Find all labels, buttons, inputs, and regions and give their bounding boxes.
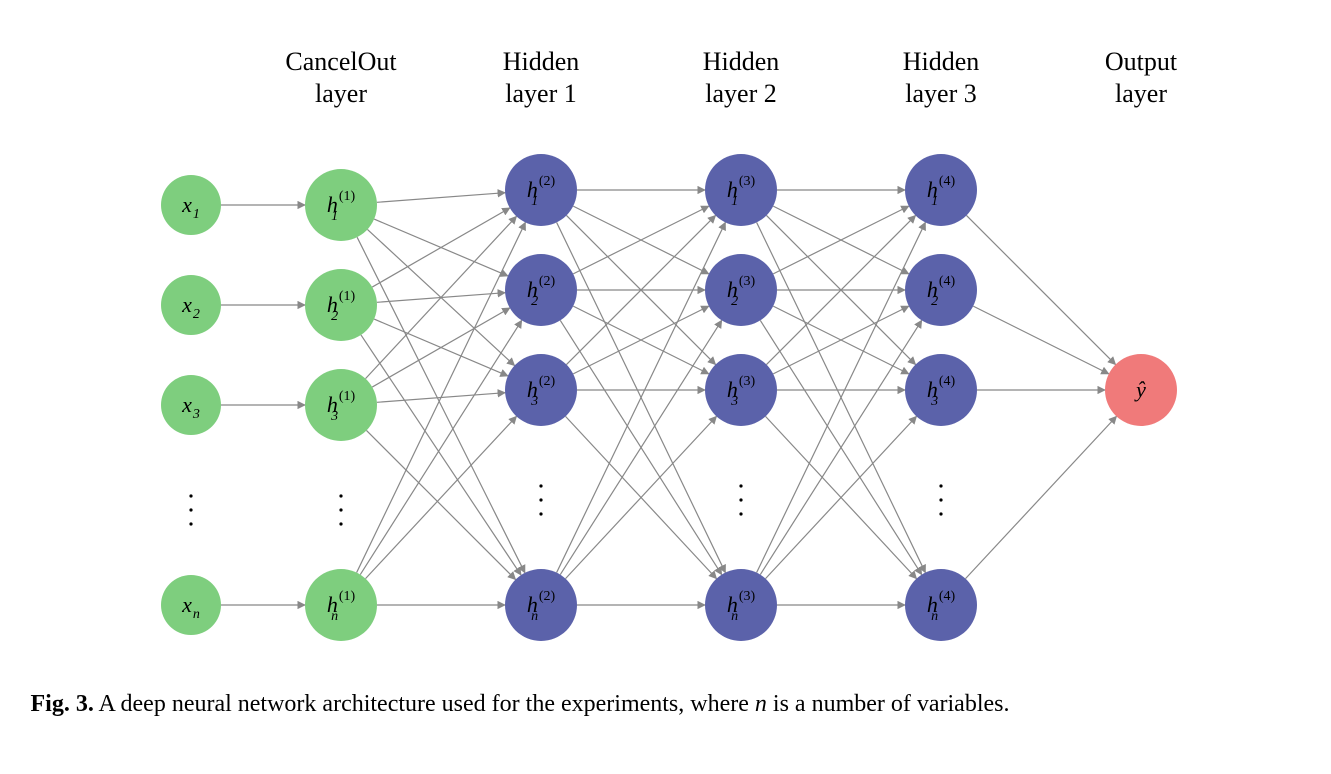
ellipsis-dot: [939, 498, 942, 501]
node-h2-3: [705, 354, 777, 426]
edge: [372, 208, 510, 287]
ellipsis-dot: [339, 494, 342, 497]
column-header2-out: layer: [1115, 79, 1167, 108]
edge: [357, 237, 525, 573]
ellipsis-dot: [539, 512, 542, 515]
node-h3-2: [905, 254, 977, 326]
figure-caption: Fig. 3. A deep neural network architectu…: [31, 688, 1301, 720]
column-header2-h3: layer 3: [905, 79, 976, 108]
ellipsis-dot: [739, 484, 742, 487]
column-header2-cancel: layer: [315, 79, 367, 108]
figure-container: CancelOut layer Hidden layer 1 Hidden layer 2…: [31, 30, 1301, 720]
node-cancel-3: [305, 369, 377, 441]
node-cancel-2: [305, 269, 377, 341]
node-h1-3: [505, 354, 577, 426]
edge: [966, 215, 1115, 364]
ellipsis-dot: [339, 522, 342, 525]
node-h3-n: [905, 569, 977, 641]
neural-network-diagram: CancelOut layer Hidden layer 1 Hidden layer 2…: [96, 30, 1236, 670]
ellipsis-dot: [189, 494, 192, 497]
caption-label: Fig. 3.: [31, 691, 94, 717]
ellipsis-dot: [739, 498, 742, 501]
node-cancel-n: [305, 569, 377, 641]
ellipsis-dot: [739, 512, 742, 515]
edge: [365, 216, 516, 378]
edge: [973, 306, 1109, 374]
node-h1-1: [505, 154, 577, 226]
column-header2-h2: layer 2: [705, 79, 776, 108]
edge: [365, 416, 516, 578]
edge: [356, 222, 525, 572]
caption-text-1: A deep neural network architecture used …: [94, 691, 755, 717]
node-h2-2: [705, 254, 777, 326]
ellipsis-dot: [939, 512, 942, 515]
edge: [372, 308, 510, 387]
edge: [376, 193, 504, 203]
column-header2-h1: layer 1: [505, 79, 576, 108]
column-header-out: Output: [1104, 47, 1177, 76]
column-header-h2: Hidden: [702, 47, 779, 76]
node-h1-n: [505, 569, 577, 641]
ellipsis-dot: [189, 522, 192, 525]
ellipsis-dot: [339, 508, 342, 511]
caption-text-2: is a number of variables.: [767, 691, 1010, 717]
column-header-h1: Hidden: [502, 47, 579, 76]
ellipsis-dot: [189, 508, 192, 511]
node-h2-n: [705, 569, 777, 641]
column-header-cancel: CancelOut: [285, 47, 397, 76]
ellipsis-dot: [539, 498, 542, 501]
node-h3-3: [905, 354, 977, 426]
node-label-out-0: ŷ: [1134, 377, 1146, 402]
ellipsis-dot: [939, 484, 942, 487]
edge: [965, 416, 1116, 578]
node-cancel-1: [305, 169, 377, 241]
column-header-h3: Hidden: [902, 47, 979, 76]
node-h3-1: [905, 154, 977, 226]
node-h2-1: [705, 154, 777, 226]
caption-var: n: [755, 691, 767, 717]
ellipsis-dot: [539, 484, 542, 487]
node-h1-2: [505, 254, 577, 326]
